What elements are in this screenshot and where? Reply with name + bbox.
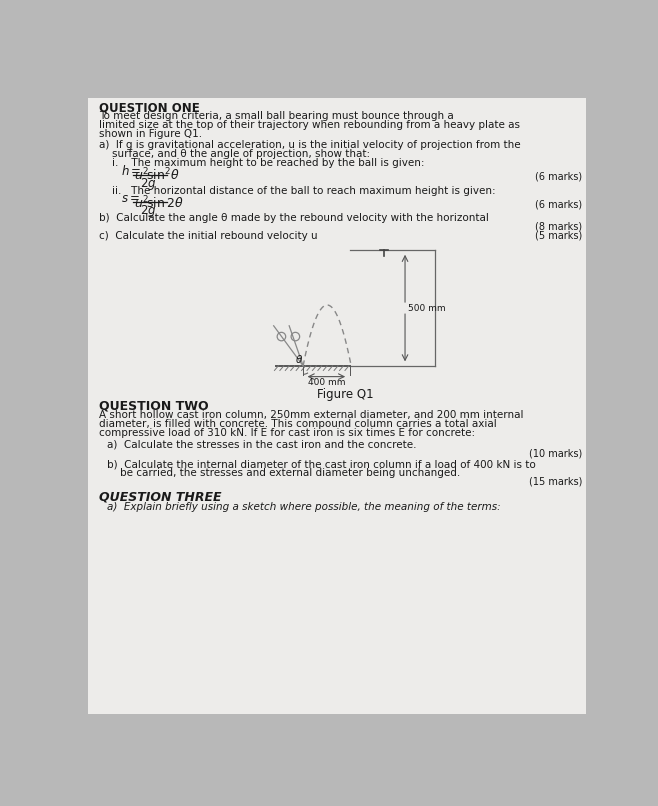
Text: be carried, the stresses and external diameter being unchanged.: be carried, the stresses and external di… — [107, 467, 461, 478]
Text: 500 mm: 500 mm — [408, 304, 445, 313]
Text: $2g$: $2g$ — [140, 176, 157, 192]
Text: diameter, is filled with concrete. This compound column carries a total axial: diameter, is filled with concrete. This … — [99, 419, 497, 429]
Text: (5 marks): (5 marks) — [535, 231, 582, 241]
Text: To meet design criteria, a small ball bearing must bounce through a: To meet design criteria, a small ball be… — [99, 111, 454, 121]
Text: QUESTION ONE: QUESTION ONE — [99, 102, 200, 114]
Text: (15 marks): (15 marks) — [529, 476, 582, 487]
Text: a)  Calculate the stresses in the cast iron and the concrete.: a) Calculate the stresses in the cast ir… — [107, 440, 417, 450]
Text: QUESTION THREE: QUESTION THREE — [99, 490, 222, 503]
Text: $h =$: $h =$ — [121, 164, 141, 178]
Text: compressive load of 310 kN. If E for cast iron is six times E for concrete:: compressive load of 310 kN. If E for cas… — [99, 428, 476, 438]
Text: $s =$: $s =$ — [121, 192, 140, 205]
Text: a)  If g is gravitational acceleration, u is the initial velocity of projection : a) If g is gravitational acceleration, u… — [99, 139, 521, 150]
FancyBboxPatch shape — [88, 98, 586, 714]
Text: b)  Calculate the angle θ made by the rebound velocity with the horizontal: b) Calculate the angle θ made by the reb… — [99, 213, 489, 223]
Text: limited size at the top of their trajectory when rebounding from a heavy plate a: limited size at the top of their traject… — [99, 120, 520, 130]
Text: surface, and θ the angle of projection, show that:: surface, and θ the angle of projection, … — [99, 148, 370, 159]
Text: (10 marks): (10 marks) — [529, 449, 582, 459]
Text: θ: θ — [295, 355, 302, 365]
Text: A short hollow cast iron column, 250mm external diameter, and 200 mm internal: A short hollow cast iron column, 250mm e… — [99, 410, 524, 420]
Text: b)  Calculate the internal diameter of the cast iron column if a load of 400 kN : b) Calculate the internal diameter of th… — [107, 459, 536, 469]
Text: (6 marks): (6 marks) — [535, 172, 582, 182]
Text: QUESTION TWO: QUESTION TWO — [99, 400, 209, 413]
Text: $u^2\!\sin^2\!\theta$: $u^2\!\sin^2\!\theta$ — [134, 167, 180, 184]
Text: ii.   The horizontal distance of the ball to reach maximum height is given:: ii. The horizontal distance of the ball … — [99, 185, 496, 196]
Text: (6 marks): (6 marks) — [535, 199, 582, 209]
Text: (8 marks): (8 marks) — [535, 222, 582, 232]
Text: shown in Figure Q1.: shown in Figure Q1. — [99, 129, 203, 139]
Text: $u^2\!\sin 2\theta$: $u^2\!\sin 2\theta$ — [134, 194, 184, 211]
Text: 400 mm: 400 mm — [308, 378, 345, 387]
Text: c)  Calculate the initial rebound velocity u: c) Calculate the initial rebound velocit… — [99, 231, 318, 241]
Text: $2g$: $2g$ — [140, 203, 157, 219]
Text: a)  Explain briefly using a sketch where possible, the meaning of the terms:: a) Explain briefly using a sketch where … — [107, 502, 501, 512]
Text: i.    The maximum height to be reached by the ball is given:: i. The maximum height to be reached by t… — [99, 158, 425, 168]
Text: Figure Q1: Figure Q1 — [317, 388, 374, 401]
